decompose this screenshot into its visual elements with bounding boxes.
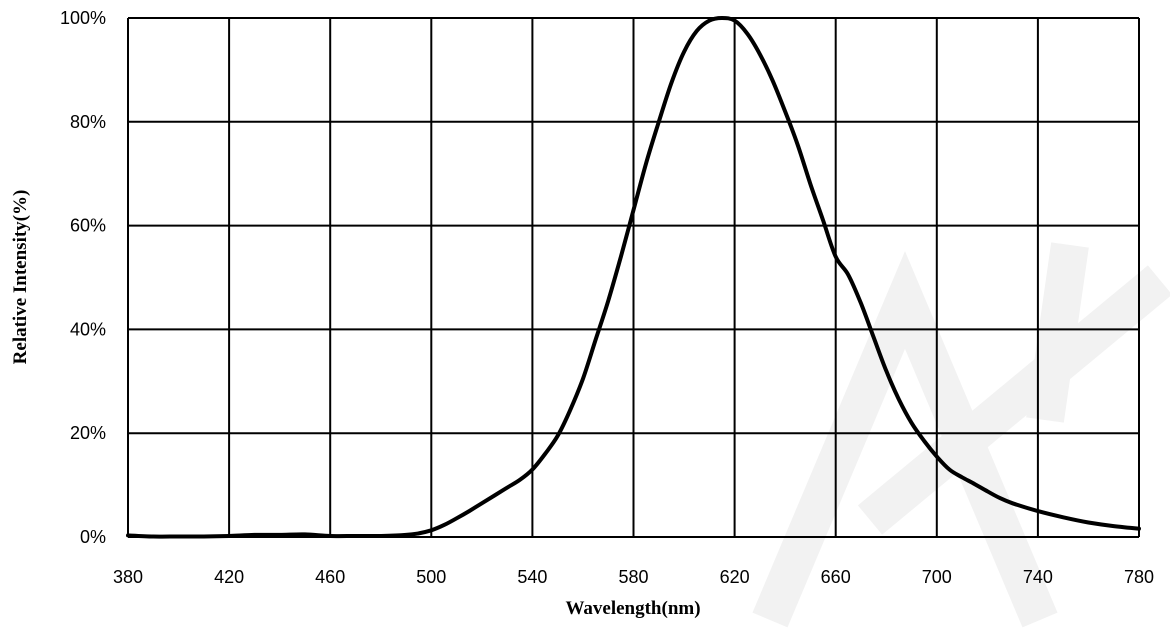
intensity-curve xyxy=(126,16,1141,539)
y-axis-ticks: 0% 20% 40% 60% 80% 100% xyxy=(60,8,106,547)
watermark-logo xyxy=(752,242,1170,628)
x-tick-label: 420 xyxy=(214,567,244,587)
plot-grid xyxy=(127,17,1140,538)
x-tick-label: 380 xyxy=(113,567,143,587)
x-tick-label: 740 xyxy=(1023,567,1053,587)
y-tick-label: 80% xyxy=(70,112,106,132)
y-tick-label: 20% xyxy=(70,423,106,443)
watermark-shape-right xyxy=(857,242,1170,535)
y-axis-title: Relative Intensity(%) xyxy=(10,190,31,365)
x-tick-label: 460 xyxy=(315,567,345,587)
x-axis-ticks: 380 420 460 500 540 580 620 660 700 740 780 xyxy=(113,567,1154,587)
x-tick-label: 700 xyxy=(922,567,952,587)
x-tick-label: 620 xyxy=(720,567,750,587)
x-tick-label: 660 xyxy=(821,567,851,587)
y-tick-label: 40% xyxy=(70,319,106,339)
y-tick-label: 100% xyxy=(60,8,106,28)
x-tick-label: 580 xyxy=(618,567,648,587)
y-tick-label: 60% xyxy=(70,216,106,236)
x-tick-label: 780 xyxy=(1124,567,1154,587)
x-tick-label: 540 xyxy=(517,567,547,587)
y-tick-label: 0% xyxy=(80,527,106,547)
x-tick-label: 500 xyxy=(416,567,446,587)
x-axis-title: Wavelength(nm) xyxy=(565,598,700,619)
watermark-shape-left xyxy=(752,251,1058,628)
